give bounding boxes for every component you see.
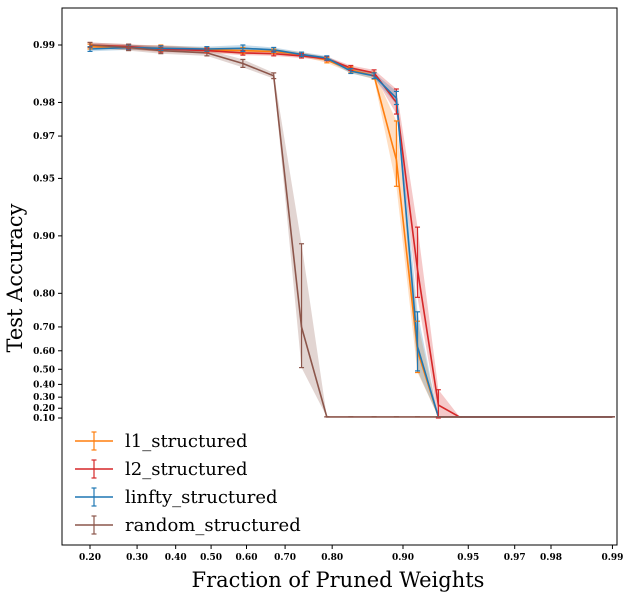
line-random_structured — [89, 44, 613, 418]
y-tick-label: 0.97 — [33, 132, 55, 142]
legend-label: linfty_structured — [125, 487, 278, 508]
plot-frame — [61, 7, 618, 546]
legend-entry-random_structured: random_structured — [75, 515, 301, 536]
x-tick-label: 0.40 — [165, 553, 187, 563]
errorbar-linfty_structured-11 — [415, 311, 421, 372]
errorbar-linfty_structured-5 — [271, 46, 277, 53]
errorbar-linfty_structured-7 — [324, 55, 330, 61]
x-tick-label: 0.99 — [601, 553, 623, 563]
errorbar-linfty_structured-9 — [371, 72, 377, 80]
x-tick-label: 0.80 — [321, 553, 343, 563]
errorbar-linfty_structured-4 — [240, 44, 246, 52]
band-linfty_structured — [90, 45, 613, 417]
legend: l1_structured l2_structured linfty_structu… — [75, 431, 301, 536]
y-tick-label: 0.30 — [33, 393, 55, 403]
errorbar-l2_structured-12 — [435, 389, 441, 419]
errorbar-random_structured-5 — [271, 72, 277, 80]
x-tick-label: 0.97 — [504, 553, 526, 563]
x-tick-label: 0.70 — [274, 553, 296, 563]
errorbar-random_structured-1 — [126, 43, 132, 52]
y-tick-label: 0.99 — [33, 41, 55, 51]
x-tick-label: 0.20 — [79, 553, 101, 563]
y-tick-label: 0.95 — [33, 174, 55, 184]
legend-entry-linfty_structured: linfty_structured — [75, 487, 278, 508]
y-tick-label: 0.98 — [33, 98, 55, 108]
x-axis-ticks: 0.20 0.30 0.40 0.50 0.60 0.70 0.80 0.90 0.95 0.97… — [79, 545, 623, 563]
confidence-bands — [90, 42, 613, 418]
errorbar-linfty_structured-6 — [299, 51, 305, 58]
x-tick-label: 0.98 — [540, 553, 562, 563]
y-tick-label: 0.10 — [33, 414, 55, 424]
errorbar-linfty_structured-10 — [393, 90, 399, 106]
errorbar-l1_structured-10 — [393, 120, 399, 187]
line-linfty_structured — [89, 46, 613, 418]
errorbar-random_structured-3 — [204, 49, 210, 57]
errorbar-random_structured-2 — [158, 46, 164, 55]
band-l1_structured — [90, 44, 613, 417]
legend-label: l2_structured — [125, 459, 248, 480]
legend-label: l1_structured — [125, 431, 248, 452]
y-tick-label: 0.60 — [33, 347, 55, 357]
error-bars — [87, 41, 615, 419]
errorbar-random_structured-0 — [87, 41, 93, 49]
series-lines — [89, 44, 613, 418]
legend-entry-l1_structured: l1_structured — [75, 431, 248, 452]
legend-label: random_structured — [125, 515, 301, 536]
x-tick-label: 0.60 — [236, 553, 258, 563]
legend-entry-l2_structured: l2_structured — [75, 459, 248, 480]
x-tick-label: 0.95 — [457, 553, 479, 563]
errorbar-random_structured-4 — [240, 58, 246, 68]
band-random_structured — [90, 42, 613, 417]
y-axis-ticks: 0.99 0.98 0.97 0.95 0.90 0.80 0.70 0.60 0.50 0.40… — [33, 41, 62, 424]
x-tick-label: 0.90 — [392, 553, 414, 563]
y-tick-label: 0.20 — [33, 404, 55, 414]
y-tick-label: 0.40 — [33, 380, 55, 390]
errorbar-l2_structured-11 — [415, 226, 421, 298]
x-tick-label: 0.30 — [126, 553, 148, 563]
y-tick-label: 0.80 — [33, 289, 55, 299]
line-l1_structured — [89, 45, 613, 418]
x-tick-label: 0.50 — [200, 553, 222, 563]
errorbar-random_structured-6 — [299, 243, 305, 369]
y-tick-label: 0.50 — [33, 365, 55, 375]
errorbar-linfty_structured-8 — [348, 68, 354, 75]
y-axis-label: Test Accuracy — [3, 203, 27, 352]
y-tick-label: 0.70 — [33, 323, 55, 333]
band-l2_structured — [90, 42, 613, 418]
line-l2_structured — [89, 44, 613, 418]
y-tick-label: 0.90 — [33, 232, 55, 242]
x-axis-label: Fraction of Pruned Weights — [192, 568, 485, 592]
